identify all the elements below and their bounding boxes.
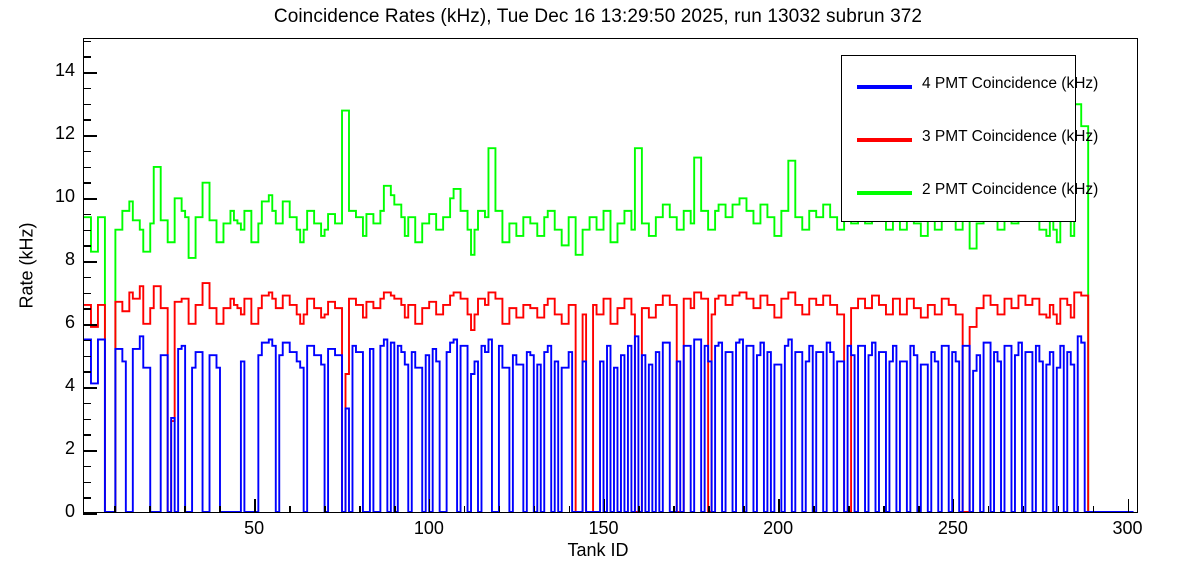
x-axis-tick-label: 150 bbox=[588, 518, 619, 538]
legend-color-swatch bbox=[857, 191, 912, 195]
y-axis-minor-tick bbox=[83, 402, 91, 405]
y-axis-minor-tick bbox=[83, 418, 91, 421]
y-axis-minor-tick bbox=[83, 40, 91, 43]
legend-item-4pmt[interactable]: 4 PMT Coincidence (kHz) bbox=[842, 66, 1098, 106]
series-line-3pmt bbox=[84, 283, 1134, 512]
y-axis-minor-tick bbox=[83, 150, 91, 153]
x-axis-tick-label: 250 bbox=[937, 518, 968, 538]
x-axis-major-tick bbox=[603, 499, 606, 513]
legend-label: 2 PMT Coincidence (kHz) bbox=[922, 181, 1099, 198]
legend-color-swatch bbox=[857, 85, 912, 89]
chart-title: Coincidence Rates (kHz), Tue Dec 16 13:2… bbox=[273, 6, 923, 27]
y-axis-minor-tick bbox=[83, 103, 91, 106]
x-axis-minor-tick bbox=[1092, 506, 1095, 513]
x-axis-minor-tick bbox=[393, 506, 396, 513]
x-axis-minor-tick bbox=[324, 506, 326, 513]
x-axis-minor-tick bbox=[848, 506, 850, 513]
y-axis-minor-tick bbox=[83, 119, 91, 121]
y-axis-major-tick bbox=[83, 198, 97, 200]
legend-label: 4 PMT Coincidence (kHz) bbox=[922, 75, 1099, 92]
y-axis-minor-tick bbox=[83, 434, 91, 436]
x-axis-minor-tick bbox=[708, 506, 710, 513]
x-axis-major-tick bbox=[778, 499, 780, 513]
y-axis-major-tick bbox=[83, 72, 97, 74]
x-axis-major-tick bbox=[952, 499, 955, 513]
x-axis-minor-tick bbox=[358, 506, 361, 513]
x-axis-minor-tick bbox=[1022, 506, 1025, 513]
x-axis-minor-tick bbox=[498, 506, 501, 513]
y-axis-minor-tick bbox=[83, 213, 91, 216]
x-axis-minor-tick bbox=[114, 506, 117, 513]
y-axis-minor-tick bbox=[83, 371, 91, 373]
legend-item-2pmt[interactable]: 2 PMT Coincidence (kHz) bbox=[842, 172, 1098, 212]
legend-color-swatch bbox=[857, 138, 912, 142]
x-axis-minor-tick bbox=[289, 506, 291, 513]
y-axis-minor-tick bbox=[83, 56, 91, 58]
y-axis-minor-tick bbox=[83, 465, 91, 468]
x-axis-minor-tick bbox=[673, 506, 675, 513]
chart-legend: 4 PMT Coincidence (kHz) 3 PMT Coincidence… bbox=[841, 55, 1098, 222]
y-axis-tick-label: 8 bbox=[64, 249, 75, 269]
y-axis-major-tick bbox=[83, 135, 97, 137]
x-axis-major-tick bbox=[428, 499, 431, 513]
x-axis-minor-tick bbox=[568, 506, 571, 513]
x-axis-minor-tick bbox=[184, 506, 186, 513]
y-axis-minor-tick bbox=[83, 339, 91, 342]
y-axis-tick-label: 4 bbox=[64, 375, 75, 395]
y-axis-tick-label: 14 bbox=[54, 60, 75, 81]
x-axis-tick-label: 50 bbox=[244, 518, 265, 538]
x-axis-tick-label: 100 bbox=[413, 518, 444, 538]
x-axis-minor-tick bbox=[219, 506, 221, 513]
y-axis-minor-tick bbox=[83, 497, 91, 499]
y-axis-major-tick bbox=[83, 387, 97, 389]
x-axis-minor-tick bbox=[1057, 506, 1060, 513]
y-axis-minor-tick bbox=[83, 182, 91, 184]
y-axis-minor-tick bbox=[83, 229, 91, 232]
x-axis-minor-tick bbox=[813, 506, 815, 513]
y-axis-tick-label: 6 bbox=[64, 312, 75, 332]
y-axis-tick-label: 12 bbox=[54, 123, 75, 144]
x-axis-tick-label: 300 bbox=[1112, 518, 1143, 538]
x-axis-tick-label: 200 bbox=[763, 518, 794, 538]
x-axis-minor-tick bbox=[743, 506, 745, 513]
y-axis-major-tick bbox=[83, 324, 97, 326]
x-axis-minor-tick bbox=[149, 506, 151, 513]
y-axis-major-tick bbox=[83, 450, 97, 452]
legend-item-3pmt[interactable]: 3 PMT Coincidence (kHz) bbox=[842, 119, 1098, 159]
x-axis-major-tick bbox=[254, 499, 256, 513]
series-line-4pmt bbox=[84, 336, 1134, 512]
y-axis-tick-label: 2 bbox=[64, 438, 75, 458]
y-axis-minor-tick bbox=[83, 355, 91, 358]
y-axis-minor-tick bbox=[83, 276, 91, 279]
y-axis-minor-tick bbox=[83, 481, 91, 484]
y-axis-tick-label: 0 bbox=[64, 501, 75, 521]
x-axis-minor-tick bbox=[638, 506, 641, 513]
y-axis-title: Rate (kHz) bbox=[16, 222, 37, 309]
x-axis-minor-tick bbox=[533, 506, 536, 513]
x-axis-title: Tank ID bbox=[567, 540, 629, 560]
x-axis-minor-tick bbox=[917, 506, 920, 513]
y-axis-major-tick bbox=[83, 513, 97, 515]
y-axis-minor-tick bbox=[83, 308, 91, 310]
y-axis-minor-tick bbox=[83, 245, 91, 247]
y-axis-minor-tick bbox=[83, 166, 91, 169]
y-axis-major-tick bbox=[83, 261, 97, 263]
legend-label: 3 PMT Coincidence (kHz) bbox=[922, 128, 1099, 145]
x-axis-minor-tick bbox=[987, 506, 990, 513]
y-axis-tick-label: 10 bbox=[54, 186, 75, 206]
y-axis-minor-tick bbox=[83, 292, 91, 295]
y-axis-minor-tick bbox=[83, 87, 91, 90]
x-axis-minor-tick bbox=[463, 506, 466, 513]
x-axis-major-tick bbox=[1127, 499, 1130, 513]
x-axis-minor-tick bbox=[882, 506, 885, 513]
